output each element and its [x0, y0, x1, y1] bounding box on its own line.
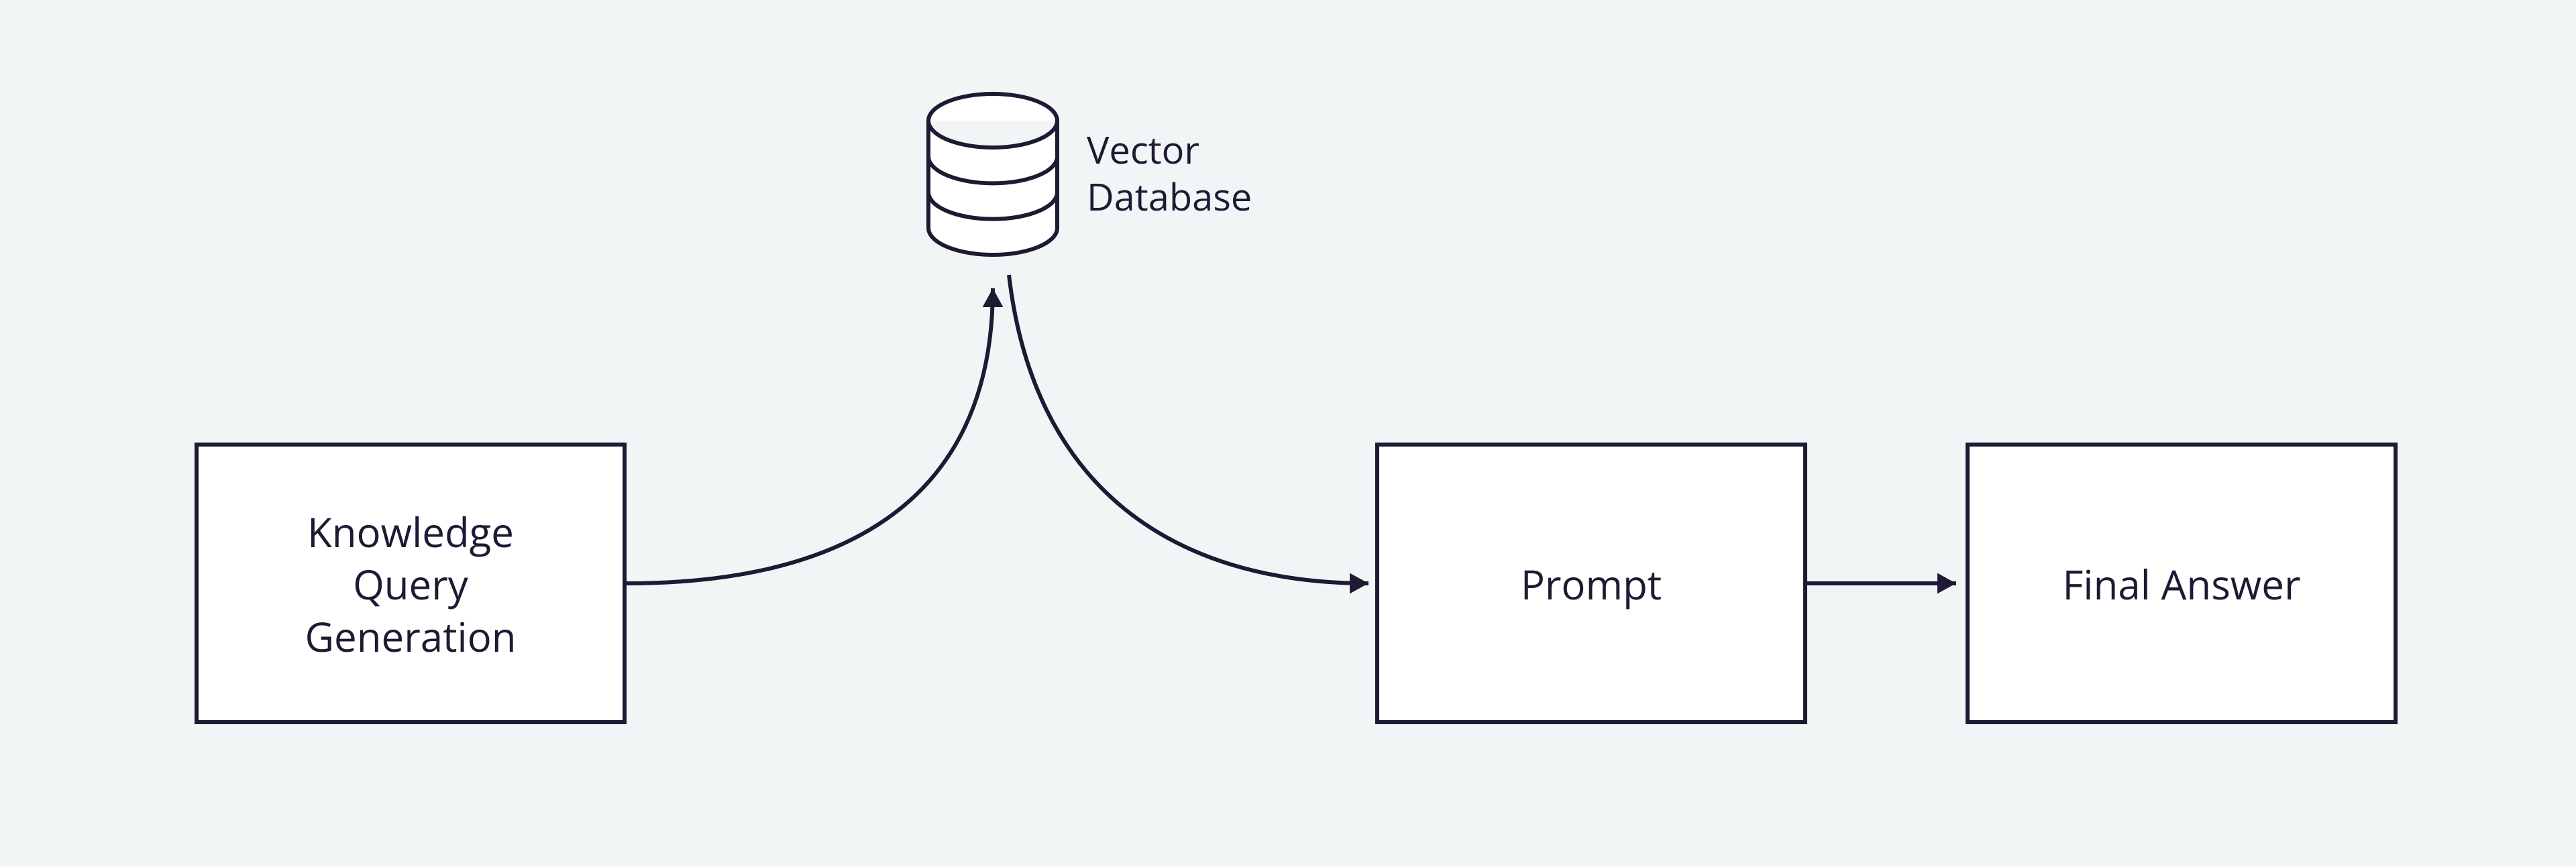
- vector-database-label: VectorDatabase: [1087, 127, 1252, 221]
- edges-layer: [0, 0, 2576, 866]
- edge-db-to-prompt: [1009, 275, 1368, 593]
- node-prompt: Prompt: [1375, 443, 1807, 724]
- flowchart-canvas: KnowledgeQueryGeneration Prompt Final An…: [0, 0, 2576, 866]
- edge-kqg-to-db: [627, 288, 1003, 583]
- database-icon: [928, 94, 1057, 255]
- node-label: KnowledgeQueryGeneration: [305, 505, 516, 662]
- node-label: Prompt: [1521, 557, 1662, 610]
- node-final-answer: Final Answer: [1966, 443, 2398, 724]
- node-knowledge-query-generation: KnowledgeQueryGeneration: [195, 443, 627, 724]
- db-label-text: VectorDatabase: [1087, 125, 1252, 223]
- node-label: Final Answer: [2062, 557, 2300, 610]
- edge-prompt-to-final: [1807, 573, 1956, 594]
